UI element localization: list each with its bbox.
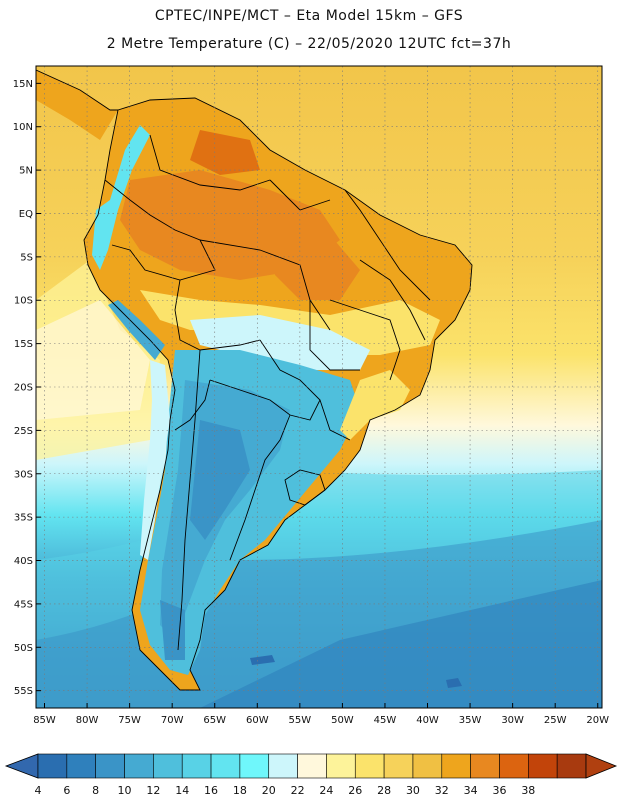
colorbar-swatch bbox=[297, 753, 327, 779]
colorbar-swatch bbox=[556, 753, 587, 779]
colorbar-swatch bbox=[412, 753, 443, 779]
lat-tick-label: 35S bbox=[14, 513, 33, 524]
colorbar: 4 6 8 10 12 14 16 18 20 22 24 26 28 30 32 34 36 38 bbox=[4, 753, 618, 797]
colorbar-label: 36 bbox=[492, 784, 506, 797]
colorbar-swatch bbox=[470, 753, 500, 779]
colorbar-label: 4 bbox=[35, 784, 42, 797]
lat-tick-label: EQ bbox=[19, 209, 33, 220]
map-field bbox=[36, 66, 602, 708]
lon-tick-label: 65W bbox=[203, 715, 226, 726]
lon-tick-label: 60W bbox=[246, 715, 269, 726]
lon-tick-label: 35W bbox=[459, 715, 482, 726]
lat-tick-label: 45S bbox=[14, 599, 33, 610]
colorbar-label: 32 bbox=[435, 784, 449, 797]
colorbar-label: 24 bbox=[319, 784, 333, 797]
map-title: CPTEC/INPE/MCT – Eta Model 15km – GFS bbox=[154, 8, 464, 24]
colorbar-swatch bbox=[499, 753, 529, 779]
colorbar-label: 18 bbox=[233, 784, 247, 797]
colorbar-high-arrow bbox=[585, 753, 618, 779]
lat-tick-label: 30S bbox=[14, 469, 33, 480]
lat-tick-label: 25S bbox=[14, 426, 33, 437]
axis-ticks: 15N 10N 5N EQ 5S 10S 15S 20S 25S 30S 35S 40S 45S 50S 5… bbox=[13, 79, 609, 726]
lon-tick-label: 30W bbox=[501, 715, 524, 726]
colorbar-swatch bbox=[95, 753, 125, 779]
colorbar-swatch bbox=[153, 753, 183, 779]
colorbar-swatch bbox=[268, 753, 298, 779]
lon-tick-label: 20W bbox=[586, 715, 609, 726]
lat-tick-label: 10S bbox=[14, 296, 33, 307]
colorbar-label: 28 bbox=[377, 784, 391, 797]
colorbar-label: 38 bbox=[521, 784, 535, 797]
colorbar-label: 34 bbox=[464, 784, 478, 797]
colorbar-swatch bbox=[383, 753, 414, 779]
map-subtitle: 2 Metre Temperature (C) – 22/05/2020 12U… bbox=[106, 36, 512, 52]
colorbar-swatch bbox=[354, 753, 385, 779]
colorbar-label: 6 bbox=[63, 784, 70, 797]
colorbar-swatch bbox=[37, 753, 68, 779]
lat-tick-label: 15N bbox=[13, 79, 33, 90]
lon-tick-label: 50W bbox=[331, 715, 354, 726]
colorbar-swatch bbox=[124, 753, 154, 779]
colorbar-label: 16 bbox=[204, 784, 218, 797]
colorbar-label: 26 bbox=[348, 784, 362, 797]
lat-tick-label: 5N bbox=[19, 166, 33, 177]
colorbar-label: 12 bbox=[146, 784, 160, 797]
colorbar-swatch bbox=[239, 753, 270, 779]
lon-tick-label: 70W bbox=[161, 715, 184, 726]
colorbar-label: 22 bbox=[291, 784, 305, 797]
lat-tick-label: 15S bbox=[14, 339, 33, 350]
lat-tick-label: 10N bbox=[13, 122, 33, 133]
colorbar-label: 14 bbox=[175, 784, 189, 797]
colorbar-label: 20 bbox=[262, 784, 276, 797]
colorbar-swatch bbox=[66, 753, 96, 779]
colorbar-swatch bbox=[181, 753, 212, 779]
lat-tick-label: 50S bbox=[14, 643, 33, 654]
colorbar-swatch bbox=[210, 753, 241, 779]
colorbar-swatch bbox=[528, 753, 558, 779]
lon-tick-label: 40W bbox=[416, 715, 439, 726]
lon-tick-label: 45W bbox=[374, 715, 397, 726]
lat-tick-label: 55S bbox=[14, 686, 33, 697]
colorbar-swatch bbox=[326, 753, 356, 779]
lat-tick-label: 5S bbox=[20, 252, 33, 263]
lon-tick-label: 55W bbox=[289, 715, 312, 726]
colorbar-label: 8 bbox=[92, 784, 99, 797]
colorbar-swatch bbox=[441, 753, 471, 779]
lon-tick-label: 80W bbox=[76, 715, 99, 726]
colorbar-label: 10 bbox=[118, 784, 132, 797]
lon-tick-label: 75W bbox=[118, 715, 141, 726]
lat-tick-label: 20S bbox=[14, 383, 33, 394]
lon-tick-label: 25W bbox=[544, 715, 567, 726]
colorbar-label: 30 bbox=[406, 784, 420, 797]
lat-tick-label: 40S bbox=[14, 556, 33, 567]
lon-tick-label: 85W bbox=[33, 715, 56, 726]
colorbar-low-arrow bbox=[4, 753, 39, 779]
